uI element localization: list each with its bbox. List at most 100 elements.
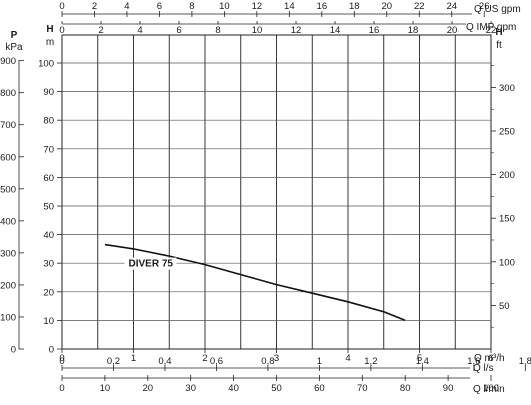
tick-label-left-p: 200 bbox=[0, 280, 16, 291]
tick-label-bottom-lmin: 10 bbox=[100, 383, 111, 394]
tick-label-right-ft: 300 bbox=[499, 83, 515, 94]
tick-label-bottom-lmin: 20 bbox=[143, 383, 154, 394]
right-axis-unit-bottom: ft bbox=[496, 40, 502, 51]
tick-label-bottom-m3h: 2 bbox=[202, 353, 207, 364]
tick-label-left-h: 50 bbox=[43, 202, 54, 213]
tick-label-bottom-lmin: 90 bbox=[443, 383, 454, 394]
curve-layer bbox=[104, 243, 406, 322]
tick-label-right-ft: 250 bbox=[499, 127, 515, 138]
curve-label-background bbox=[124, 257, 177, 270]
tick-label-bottom-lmin: 80 bbox=[400, 383, 411, 394]
tick-label-left-p: 700 bbox=[0, 120, 16, 131]
tick-label-left-h: 30 bbox=[43, 259, 54, 270]
tick-label-top-imp: 14 bbox=[330, 25, 341, 36]
tick-label-bottom-lmin: 100 bbox=[483, 383, 499, 394]
tick-label-left-p: 900 bbox=[0, 56, 16, 67]
left-h-axis-unit-bottom: m bbox=[46, 37, 54, 48]
tick-label-top-imp: 0 bbox=[59, 25, 64, 36]
tick-label-top-us: 12 bbox=[252, 1, 263, 12]
tick-label-left-h: 40 bbox=[43, 230, 54, 241]
tick-label-left-p: 0 bbox=[11, 345, 16, 356]
tick-label-bottom-m3h: 1 bbox=[131, 353, 136, 364]
bottom-ls-axis-label: Q l/s bbox=[473, 363, 494, 374]
tick-label-top-imp: 16 bbox=[369, 25, 380, 36]
tick-label-top-imp: 6 bbox=[176, 25, 181, 36]
tick-label-bottom-ls: 0,6 bbox=[210, 356, 223, 367]
tick-label-top-us: 0 bbox=[59, 1, 64, 12]
tick-label-top-us: 2 bbox=[92, 1, 97, 12]
tick-label-top-imp: 10 bbox=[252, 25, 263, 36]
tick-label-bottom-lmin: 40 bbox=[228, 383, 239, 394]
tick-label-top-imp: 20 bbox=[447, 25, 458, 36]
tick-label-bottom-ls: 0,2 bbox=[107, 356, 120, 367]
tick-label-top-us: 16 bbox=[317, 1, 328, 12]
tick-label-bottom-ls: 1,8 bbox=[519, 356, 531, 367]
tick-label-bottom-lmin: 60 bbox=[314, 383, 325, 394]
tick-label-top-imp: 18 bbox=[408, 25, 419, 36]
left-p-axis-unit-bottom: kPa bbox=[5, 42, 23, 53]
left-h-axis-unit-top: H bbox=[46, 24, 53, 35]
tick-label-left-p: 100 bbox=[0, 312, 16, 323]
tick-label-top-us: 24 bbox=[446, 1, 457, 12]
tick-label-right-ft: 50 bbox=[499, 301, 510, 312]
bottom-lmin-axis-label: Q l/min bbox=[473, 384, 505, 395]
tick-label-top-us: 14 bbox=[284, 1, 295, 12]
right-axis-unit-top: H bbox=[495, 27, 502, 38]
tick-label-top-us: 18 bbox=[349, 1, 360, 12]
tick-label-top-us: 4 bbox=[124, 1, 129, 12]
tick-label-top-us: 6 bbox=[157, 1, 162, 12]
bottom-m3h-axis-label: Q m³/h bbox=[474, 353, 505, 364]
tick-label-right-ft: 200 bbox=[499, 170, 515, 181]
tick-label-right-ft: 100 bbox=[499, 257, 515, 268]
top-imp-axis-label: Q IMP gpm bbox=[466, 22, 516, 33]
labels: 0102030405060708090100Hm0100200300400500… bbox=[0, 1, 531, 395]
tick-label-left-h: 20 bbox=[43, 287, 54, 298]
tick-label-top-imp: 4 bbox=[137, 25, 142, 36]
tick-label-left-h: 90 bbox=[43, 87, 54, 98]
tick-label-left-h: 70 bbox=[43, 144, 54, 155]
tick-label-bottom-lmin: 30 bbox=[185, 383, 196, 394]
tick-label-top-imp: 8 bbox=[215, 25, 220, 36]
tick-label-top-imp: 22 bbox=[486, 25, 497, 36]
tick-label-right-ft: 150 bbox=[499, 214, 515, 225]
tick-label-bottom-m3h: 5 bbox=[417, 353, 422, 364]
tick-label-top-imp: 12 bbox=[291, 25, 302, 36]
tick-label-bottom-ls: 0,4 bbox=[158, 356, 171, 367]
tick-label-left-p: 300 bbox=[0, 248, 16, 259]
tick-label-bottom-ls: 1,2 bbox=[364, 356, 377, 367]
tick-label-top-imp: 2 bbox=[98, 25, 103, 36]
tick-label-left-p: 600 bbox=[0, 152, 16, 163]
tick-label-left-p: 400 bbox=[0, 216, 16, 227]
tick-label-bottom-lmin: 50 bbox=[271, 383, 282, 394]
tick-label-bottom-lmin: 0 bbox=[59, 383, 64, 394]
tick-label-bottom-ls: 1,4 bbox=[416, 356, 429, 367]
tick-label-top-us: 26 bbox=[479, 1, 490, 12]
tick-label-left-p: 800 bbox=[0, 88, 16, 99]
curve-label: DIVER 75 bbox=[128, 259, 173, 270]
curve-line-diver-75 bbox=[104, 243, 406, 322]
tick-label-bottom-m3h: 6 bbox=[488, 353, 493, 364]
tick-label-bottom-m3h: 0 bbox=[59, 353, 64, 364]
top-us-axis-label: Q US gpm bbox=[474, 4, 521, 15]
axes bbox=[18, 11, 526, 381]
left-p-axis-unit-top: P bbox=[11, 30, 18, 41]
tick-label-top-us: 22 bbox=[414, 1, 425, 12]
tick-label-left-p: 500 bbox=[0, 184, 16, 195]
tick-label-bottom-m3h: 3 bbox=[274, 353, 279, 364]
tick-label-left-h: 80 bbox=[43, 116, 54, 127]
tick-label-left-h: 60 bbox=[43, 173, 54, 184]
tick-label-bottom-m3h: 4 bbox=[345, 353, 350, 364]
tick-label-left-h: 0 bbox=[49, 345, 54, 356]
tick-label-left-h: 10 bbox=[43, 316, 54, 327]
tick-label-top-us: 20 bbox=[381, 1, 392, 12]
tick-label-top-us: 10 bbox=[219, 1, 230, 12]
tick-label-bottom-ls: 0 bbox=[59, 356, 64, 367]
tick-label-left-h: 100 bbox=[38, 59, 54, 70]
tick-label-top-us: 8 bbox=[189, 1, 194, 12]
grid bbox=[61, 34, 492, 350]
tick-label-bottom-lmin: 70 bbox=[357, 383, 368, 394]
tick-label-bottom-ls: 1,6 bbox=[467, 356, 480, 367]
tick-label-bottom-ls: 1 bbox=[317, 356, 322, 367]
tick-label-bottom-ls: 0,8 bbox=[261, 356, 274, 367]
